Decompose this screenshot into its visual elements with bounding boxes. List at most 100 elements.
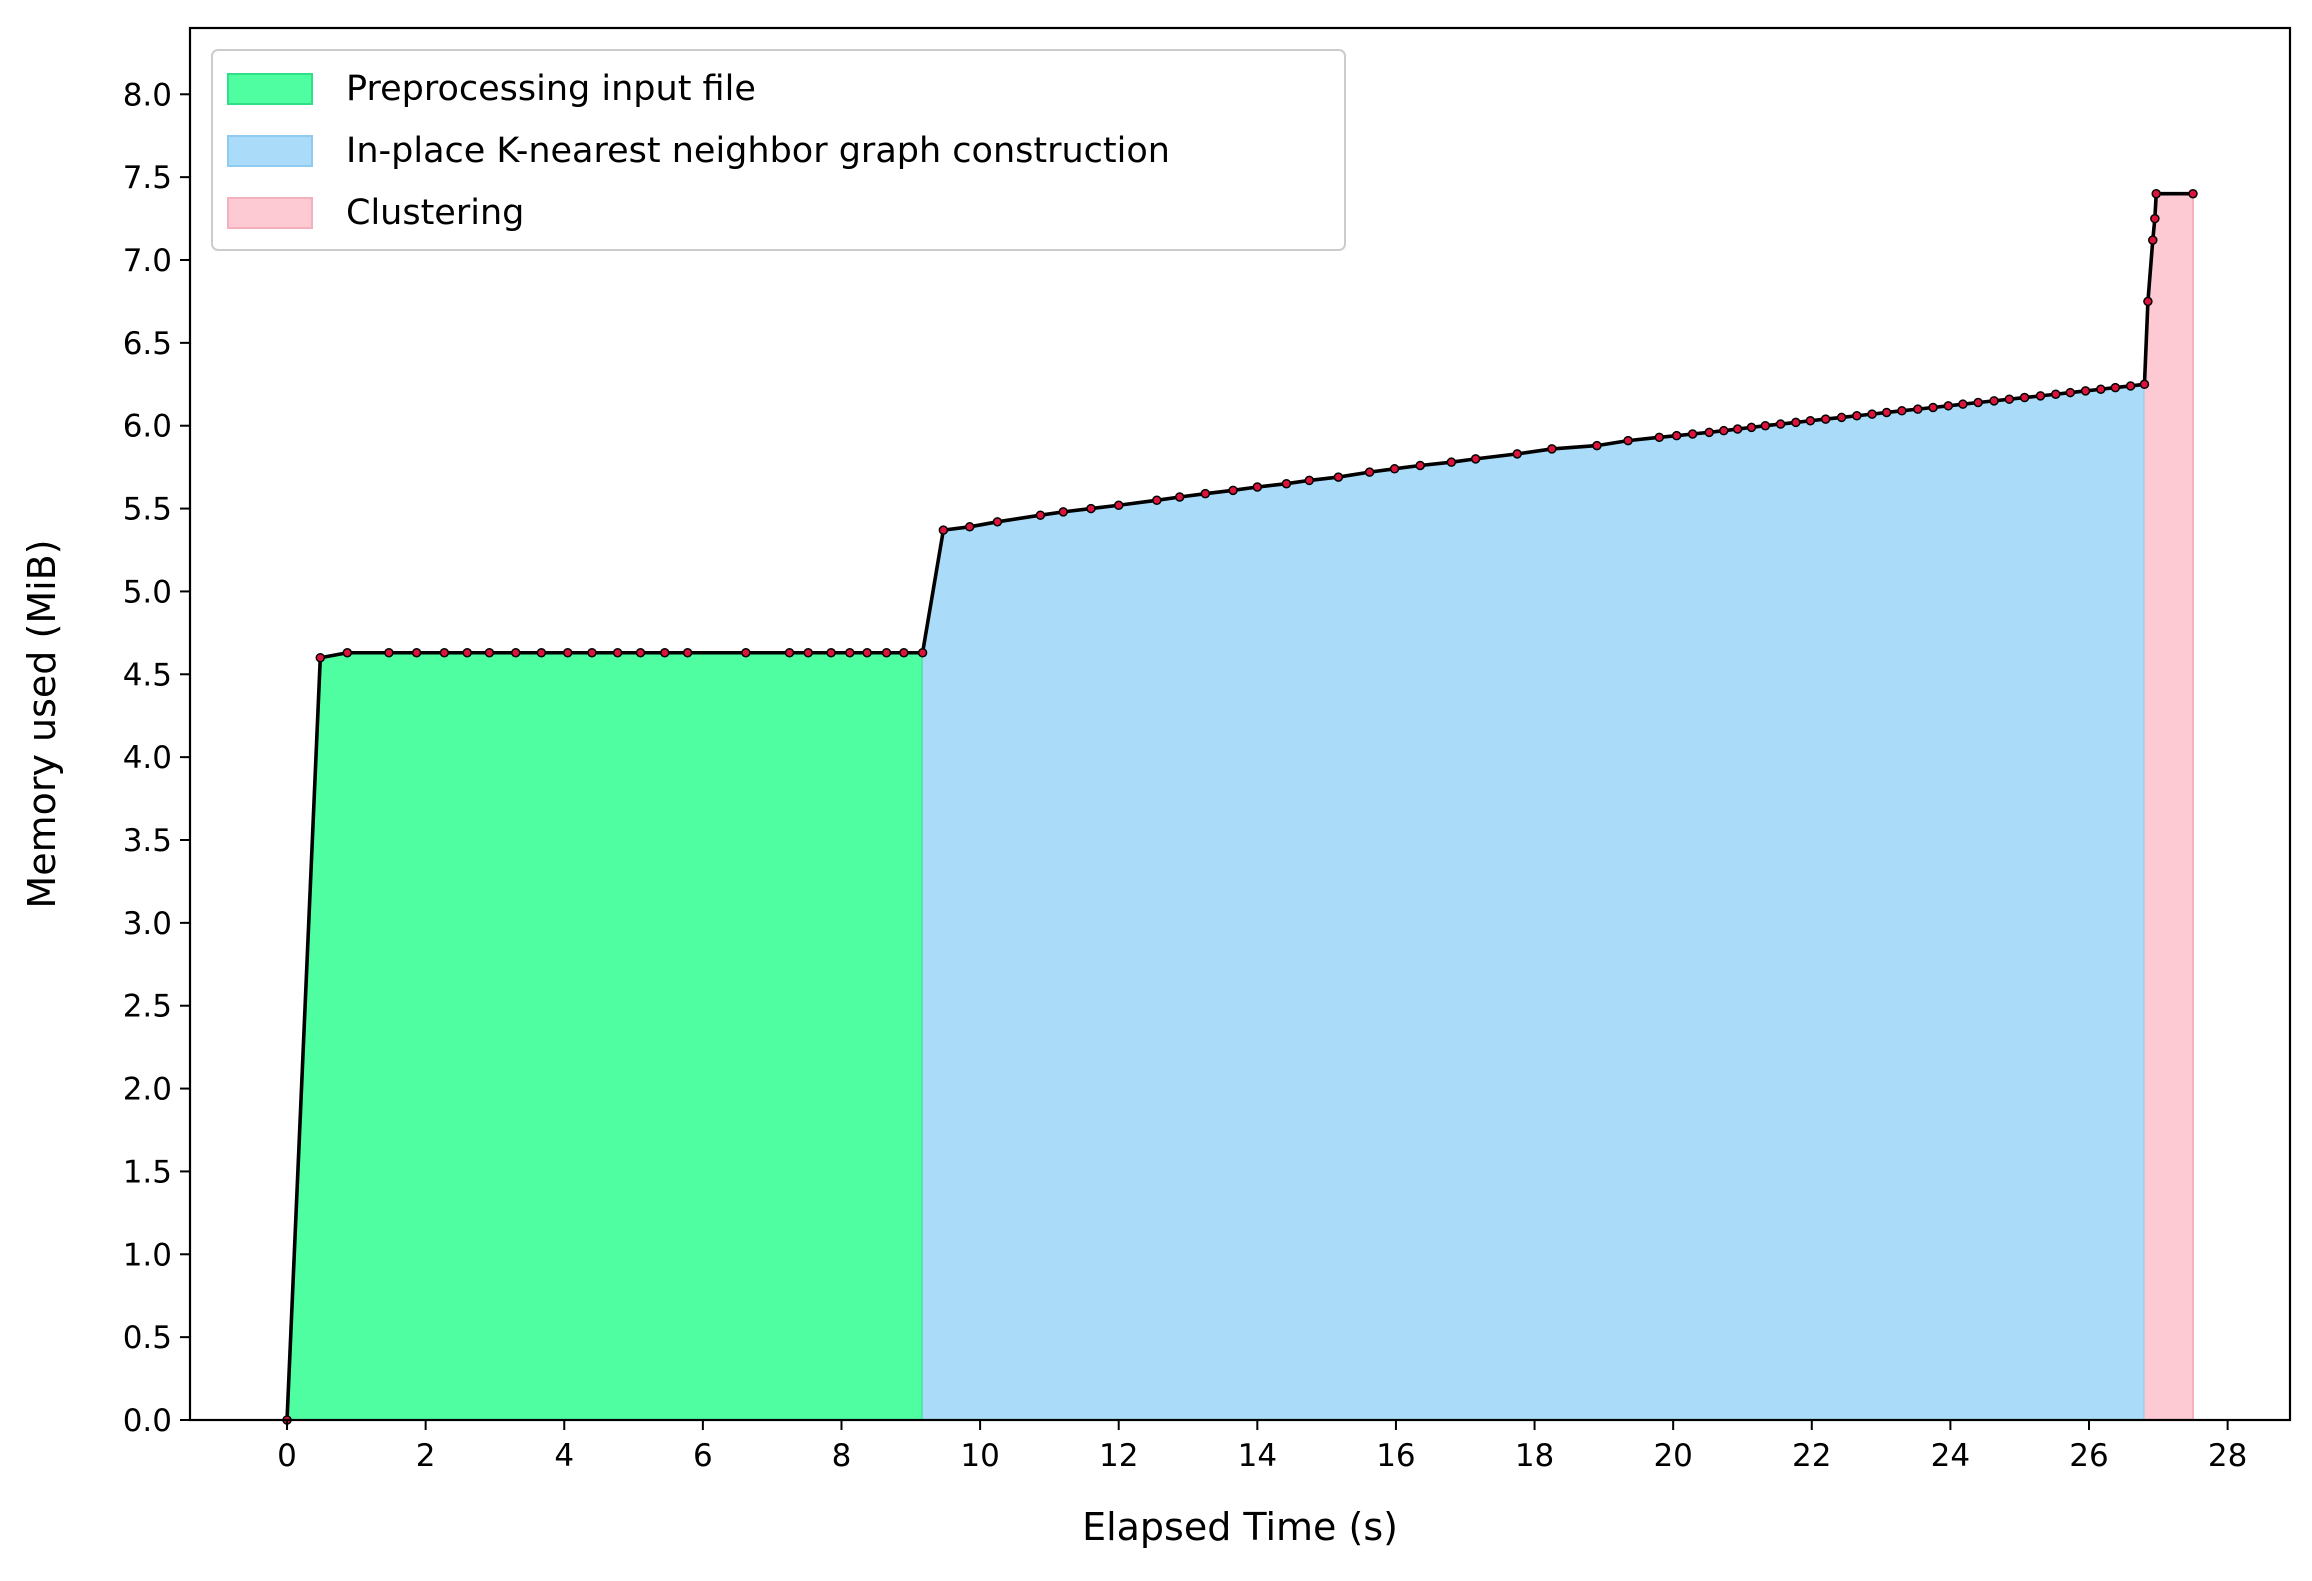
legend-swatch [227,197,313,229]
y-tick-label: 0.5 [123,1320,172,1356]
legend-entry: Clustering [346,193,524,233]
data-point [484,647,495,658]
x-axis-ticks: 0 2 4 6 8 10 12 14 16 18 20 22 24 26 28 [277,1420,2247,1474]
x-tick-label: 26 [2069,1438,2108,1474]
y-tick-label: 7.5 [123,160,172,196]
data-point [992,517,1003,527]
data-point [1113,500,1124,511]
data-point [1943,401,1954,411]
data-point [1470,454,1481,464]
legend-entry: Preprocessing input file [346,69,756,109]
y-tick-label: 2.5 [123,989,172,1025]
y-tick-label: 3.0 [123,906,172,942]
data-point [510,647,521,658]
y-tick-label: 1.5 [123,1154,172,1190]
data-point [1415,460,1425,471]
data-point [2151,188,2161,199]
phase-fill-3 [2144,193,2193,1421]
y-tick-label: 5.0 [123,574,172,610]
y-tick-label: 7.0 [123,243,172,279]
x-tick-label: 18 [1515,1438,1554,1474]
data-point [1746,422,1757,433]
x-tick-label: 28 [2208,1438,2247,1474]
data-point [2080,386,2091,396]
data-point [1304,475,1315,486]
data-point [635,647,646,658]
data-point [1281,478,1292,489]
data-point [411,647,422,658]
data-point [1867,409,1877,419]
data-point [1989,396,1999,406]
legend-swatch [227,135,313,167]
legend-swatch [227,73,313,105]
data-point [2035,391,2046,401]
data-point [1791,417,1801,428]
y-tick-label: 1.0 [123,1237,172,1273]
data-point [1654,432,1665,443]
x-tick-label: 6 [693,1438,713,1474]
data-point [1035,510,1046,520]
data-point [384,647,394,658]
x-tick-label: 2 [416,1438,436,1474]
x-tick-label: 22 [1792,1438,1831,1474]
data-point [2143,296,2153,307]
data-point [1671,430,1682,441]
data-point [1760,420,1771,431]
data-point [1973,397,1983,408]
x-tick-label: 0 [277,1438,297,1474]
x-tick-label: 12 [1099,1438,1138,1474]
data-point [2096,384,2106,395]
data-point [2019,392,2030,403]
data-point [562,647,573,658]
data-point [1852,411,1862,421]
data-point [2139,379,2150,390]
data-point [1719,425,1729,436]
data-point [1252,482,1263,492]
data-point [1152,495,1162,506]
x-tick-label: 14 [1238,1438,1277,1474]
data-point [1174,492,1185,502]
data-point [2148,235,2158,245]
y-tick-label: 3.5 [123,823,172,859]
y-axis-label: Memory used (MiB) [20,539,64,908]
series-layer [282,188,2198,1425]
data-point [938,525,949,535]
data-point [682,647,693,658]
legend-entry: In-place K-nearest neighbor graph constr… [346,131,1170,171]
data-point [1732,424,1743,434]
data-point [1058,507,1069,517]
phase-fill-2 [922,384,2145,1421]
data-point [881,647,892,658]
data-point [1547,444,1557,454]
y-tick-label: 0.0 [123,1403,172,1439]
data-point [1512,449,1522,459]
data-point [1881,407,1892,418]
data-point [1446,457,1457,467]
data-point [612,647,623,658]
data-point [1086,503,1096,514]
plot-frame [188,26,2292,1422]
x-tick-label: 24 [1931,1438,1970,1474]
data-point [1333,472,1344,482]
data-point [2004,394,2015,404]
data-point [1704,427,1714,438]
data-point [2150,213,2160,224]
data-point [784,647,795,658]
y-tick-label: 4.5 [123,657,172,693]
data-point [899,647,909,658]
data-point [439,647,450,658]
data-point [2065,387,2076,398]
phase-fill-1 [287,652,923,1420]
data-point [1820,414,1831,424]
data-point [2188,188,2198,199]
data-point [1958,399,1968,409]
data-point [1928,402,1938,413]
data-point [587,647,597,658]
data-point [803,647,813,658]
data-point [845,647,855,658]
data-point [2110,382,2121,393]
data-point [1200,488,1211,499]
x-tick-label: 8 [832,1438,852,1474]
data-point [536,647,547,658]
